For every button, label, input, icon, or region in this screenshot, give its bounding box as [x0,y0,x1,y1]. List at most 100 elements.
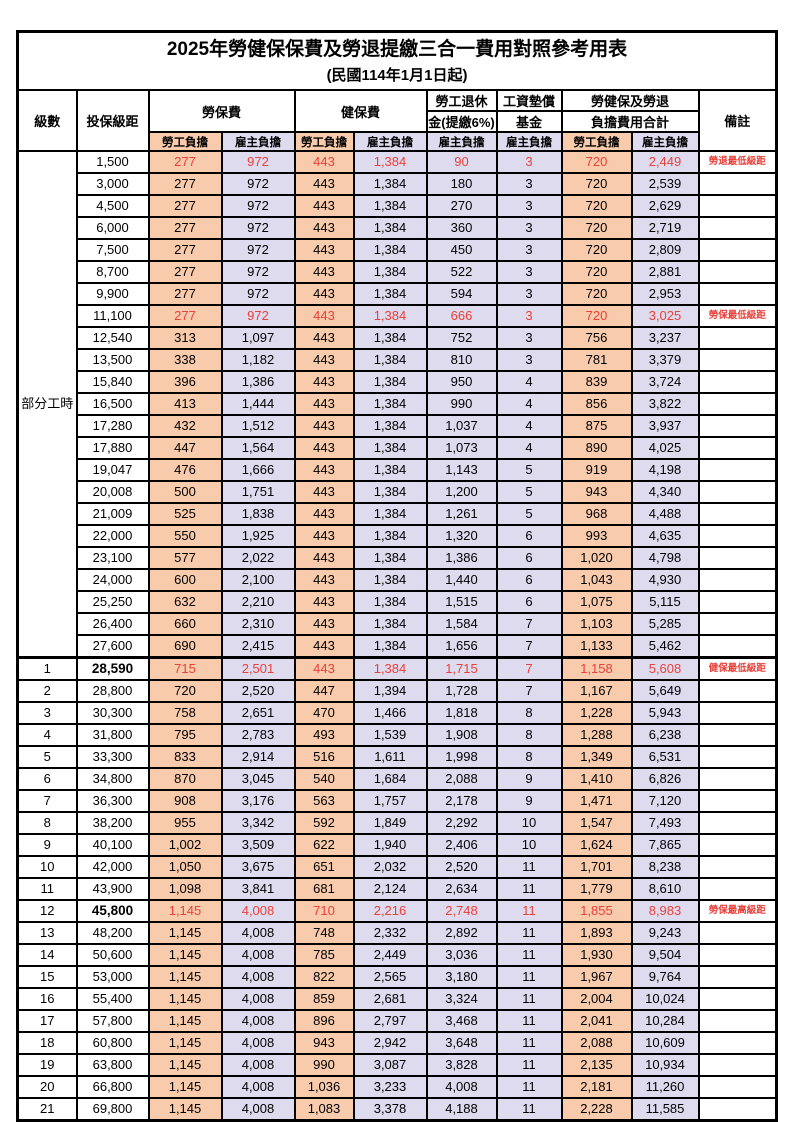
bracket-cell: 63,800 [75,1053,150,1077]
pension-employer-cell: 950 [425,370,498,394]
pension-employer-cell: 3,468 [425,1009,498,1033]
level-cell: 21 [16,1097,78,1122]
total-employee-cell: 2,088 [560,1031,633,1055]
total-employee-cell: 720 [560,150,633,174]
fund-employer-cell: 11 [495,855,563,879]
table-row: 16 55,400 1,145 4,008 859 2,681 3,324 11 2,004 10… [16,987,778,1011]
table-row: 5 33,300 833 2,914 516 1,611 1,998 8 1,349 6,531 [16,745,778,769]
health-employee-cell: 470 [293,701,355,725]
total-employer-cell: 8,610 [630,877,700,901]
fund-employer-cell: 11 [495,943,563,967]
total-employer-cell: 4,488 [630,502,700,526]
health-employer-cell: 1,394 [352,679,428,703]
remark-cell [697,348,778,372]
table-row: 12,540 313 1,097 443 1,384 752 3 756 3,237 [18,326,778,350]
remark-cell [697,634,778,659]
total-employer-cell: 5,462 [630,634,700,659]
table-row: 11 43,900 1,098 3,841 681 2,124 2,634 11 1,779 8,… [16,877,778,901]
total-employee-cell: 1,855 [560,899,633,923]
level-cell: 9 [16,833,78,857]
fund-employer-cell: 4 [495,370,563,394]
bracket-cell: 24,000 [75,568,150,592]
level-cell: 8 [16,811,78,835]
health-employer-cell: 1,384 [352,524,428,548]
health-employee-cell: 443 [293,304,355,328]
health-employee-cell: 443 [293,436,355,460]
pension-employer-cell: 180 [425,172,498,196]
pension-employer-cell: 450 [425,238,498,262]
fund-employer-cell: 6 [495,524,563,548]
total-employee-cell: 1,103 [560,612,633,636]
labor-employer-cell: 4,008 [220,1097,296,1122]
remark-cell [697,590,778,614]
remark-cell [697,1009,778,1033]
labor-employer-cell: 3,509 [220,833,296,857]
table-row: 8 38,200 955 3,342 592 1,849 2,292 10 1,547 7,493 [16,811,778,835]
bracket-cell: 12,540 [75,326,150,350]
remark-cell [697,326,778,350]
pension-employer-cell: 1,656 [425,634,498,659]
health-employee-cell: 785 [293,943,355,967]
fund-employer-cell: 4 [495,392,563,416]
remark-cell [697,811,778,835]
total-employee-cell: 2,181 [560,1075,633,1099]
total-employee-cell: 1,288 [560,723,633,747]
pension-employer-cell: 2,088 [425,767,498,791]
labor-employer-cell: 1,838 [220,502,296,526]
health-employee-cell: 622 [293,833,355,857]
labor-employer-cell: 3,342 [220,811,296,835]
total-employer-cell: 5,608 [630,656,700,681]
labor-employee-cell: 1,145 [147,921,223,945]
health-employee-cell: 443 [293,612,355,636]
total-employee-cell: 720 [560,238,633,262]
bracket-cell: 19,047 [75,458,150,482]
table-row: 20 66,800 1,145 4,008 1,036 3,233 4,008 11 2,181… [16,1075,778,1099]
health-employer-cell: 1,384 [352,590,428,614]
total-employee-cell: 1,471 [560,789,633,813]
labor-employee-cell: 277 [147,304,223,328]
pension-employer-cell: 1,386 [425,546,498,570]
remark-cell [697,370,778,394]
total-employer-cell: 10,024 [630,987,700,1011]
total-employer-cell: 11,585 [630,1097,700,1122]
total-employee-cell: 1,043 [560,568,633,592]
labor-employee-cell: 313 [147,326,223,350]
total-employee-cell: 1,133 [560,634,633,659]
bracket-cell: 66,800 [75,1075,150,1099]
remark-cell [697,1053,778,1077]
fund-employer-cell: 11 [495,877,563,901]
total-employer-cell: 2,719 [630,216,700,240]
remark-cell [697,172,778,196]
labor-employer-cell: 3,045 [220,767,296,791]
bracket-cell: 17,280 [75,414,150,438]
remark-cell [697,877,778,901]
bracket-cell: 30,300 [75,701,150,725]
bracket-cell: 34,800 [75,767,150,791]
health-employee-cell: 592 [293,811,355,835]
health-employee-cell: 443 [293,194,355,218]
total-employee-cell: 1,930 [560,943,633,967]
labor-employee-cell: 277 [147,260,223,284]
health-employee-cell: 443 [293,568,355,592]
health-employee-cell: 748 [293,921,355,945]
labor-employer-cell: 972 [220,238,296,262]
col-header-remark: 備註 [697,89,778,152]
table-row: 15 53,000 1,145 4,008 822 2,565 3,180 11 1,967 9,… [16,965,778,989]
pension-employer-cell: 3,324 [425,987,498,1011]
title-row: 2025年勞健保保費及勞退提繳三合一費用對照參考用表 (民國114年1月1日起) [16,30,778,91]
table-row: 3,000 277 972 443 1,384 180 3 720 2,539 [18,172,778,196]
total-employee-cell: 1,158 [560,656,633,681]
labor-employee-cell: 715 [147,656,223,681]
health-employer-cell: 1,849 [352,811,428,835]
total-employee-cell: 720 [560,194,633,218]
health-employee-cell: 443 [293,260,355,284]
bracket-cell: 17,880 [75,436,150,460]
bracket-cell: 9,900 [75,282,150,306]
level-cell: 11 [16,877,78,901]
fund-employer-cell: 7 [495,612,563,636]
labor-employer-cell: 4,008 [220,987,296,1011]
labor-employer-cell: 2,210 [220,590,296,614]
total-employee-cell: 720 [560,304,633,328]
labor-employee-cell: 500 [147,480,223,504]
health-employee-cell: 859 [293,987,355,1011]
